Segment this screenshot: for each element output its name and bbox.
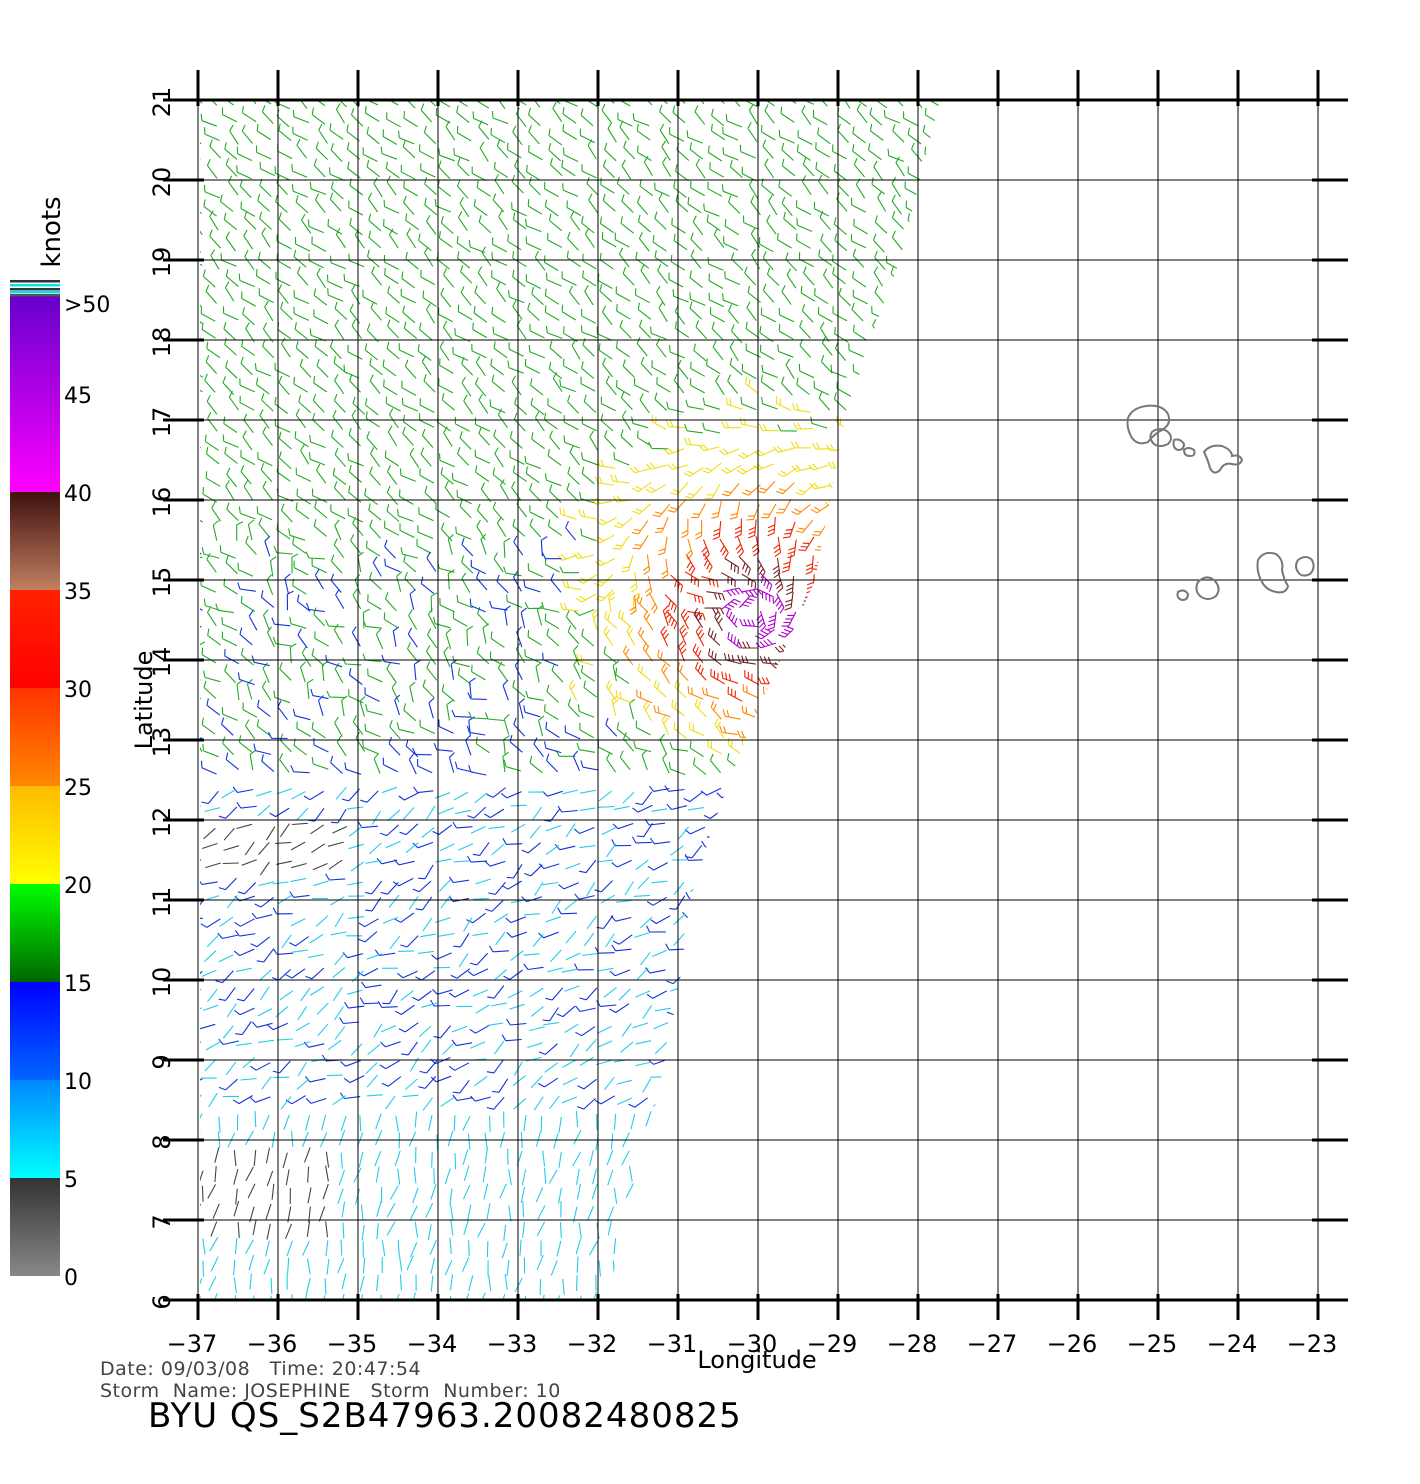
legend-label: 40	[64, 482, 92, 507]
legend-cap-stripe	[10, 284, 60, 287]
speed-legend: >50 45 40 35 30 25 20 15 10 5 0 knots	[10, 196, 110, 1291]
lat-tick-label: 13	[148, 727, 176, 758]
date-time-line: Date: 09/03/08 Time: 20:47:54	[100, 1358, 422, 1380]
legend-label: 10	[64, 1070, 92, 1095]
island-maio	[1295, 556, 1315, 577]
storm-info-line: Storm Name: JOSEPHINE Storm Number: 10	[100, 1380, 561, 1402]
island-santiago	[1256, 551, 1290, 594]
lat-tick-label: 6	[148, 1294, 176, 1309]
lon-tick-label: −23	[1287, 1330, 1338, 1358]
wind-barbs	[200, 100, 940, 1300]
lon-tick-label: −36	[247, 1330, 298, 1358]
lat-tick-label: 11	[148, 887, 176, 918]
legend-band	[10, 1080, 60, 1178]
lon-tick-label: −26	[1047, 1330, 1098, 1358]
lat-tick-label: 8	[148, 1134, 176, 1149]
legend-band	[10, 296, 60, 492]
legend-band	[10, 590, 60, 688]
island-fogo	[1195, 576, 1220, 600]
legend-cap-stripe	[10, 288, 60, 291]
island-sao-nicolau	[1182, 447, 1196, 458]
lon-tick-label: −35	[327, 1330, 378, 1358]
lon-tick-label: −28	[887, 1330, 938, 1358]
lon-tick-label: −24	[1207, 1330, 1258, 1358]
legend-title: knots	[37, 196, 67, 267]
wind-barb-group	[622, 480, 884, 739]
lat-tick-label: 17	[148, 407, 176, 438]
legend-label: 0	[64, 1266, 78, 1291]
wind-barb-group	[556, 376, 936, 775]
island-sal-boavista	[1202, 444, 1244, 474]
wind-barb-group	[200, 786, 940, 1300]
legend-band	[10, 492, 60, 590]
lat-tick-label: 10	[148, 967, 176, 998]
island-santa-luzia	[1172, 438, 1186, 452]
x-axis-label: Longitude	[697, 1346, 816, 1374]
legend-label: >50	[64, 293, 110, 318]
lat-tick-label: 15	[148, 567, 176, 598]
lon-tick-label: −31	[647, 1330, 698, 1358]
wind-barb-group	[660, 516, 846, 702]
lat-tick-label: 12	[148, 807, 176, 838]
lat-lon-grid	[163, 70, 1348, 1320]
legend-label: 20	[64, 874, 92, 899]
lat-tick-label: 9	[148, 1054, 176, 1069]
lon-tick-label: −25	[1127, 1330, 1178, 1358]
lat-tick-label: 18	[148, 327, 176, 358]
cape-verde-islands	[1126, 404, 1315, 602]
legend-band	[10, 982, 60, 1080]
island-sao-vicente	[1149, 428, 1172, 447]
lon-tick-label: −27	[967, 1330, 1018, 1358]
island-santo-antao	[1126, 404, 1171, 445]
lat-tick-label: 21	[148, 87, 176, 118]
lat-tick-label: 20	[148, 167, 176, 198]
legend-band	[10, 884, 60, 982]
legend-label: 35	[64, 580, 92, 605]
lat-tick-label: 19	[148, 247, 176, 278]
lon-tick-label: −34	[407, 1330, 458, 1358]
legend-cap-stripe	[10, 280, 60, 283]
wind-barb-group	[200, 521, 940, 1111]
wind-barb-group	[200, 100, 940, 776]
lon-tick-label: −30	[727, 1330, 778, 1358]
legend-band	[10, 1178, 60, 1276]
legend-label: 15	[64, 972, 92, 997]
legend-label: 30	[64, 678, 92, 703]
legend-label: 25	[64, 776, 92, 801]
lon-tick-label: −33	[487, 1330, 538, 1358]
legend-label: 5	[64, 1168, 78, 1193]
island-brava	[1176, 589, 1190, 602]
lon-tick-label: −37	[167, 1330, 218, 1358]
wind-barb-group	[200, 822, 348, 1240]
wind-barb-group	[721, 573, 797, 649]
y-axis-label: Latitude	[130, 651, 158, 750]
lat-tick-label: 14	[148, 647, 176, 678]
lon-tick-label: −29	[807, 1330, 858, 1358]
map-axes: −37 −36 −35 −34 −33 −32 −31 −30 −29 −28 −27 −26 −25 −…	[130, 70, 1348, 1374]
lon-tick-label: −32	[567, 1330, 618, 1358]
legend-band	[10, 786, 60, 884]
lat-tick-label: 7	[148, 1214, 176, 1229]
legend-cap-stripe	[10, 291, 60, 294]
lat-tick-label: 16	[148, 487, 176, 518]
legend-label: 45	[64, 384, 92, 409]
legend-cap-stripe	[10, 294, 60, 297]
legend-band	[10, 688, 60, 786]
product-id: BYU QS_S2B47963.20082480825	[148, 1396, 742, 1436]
wind-barb-group	[693, 556, 816, 670]
